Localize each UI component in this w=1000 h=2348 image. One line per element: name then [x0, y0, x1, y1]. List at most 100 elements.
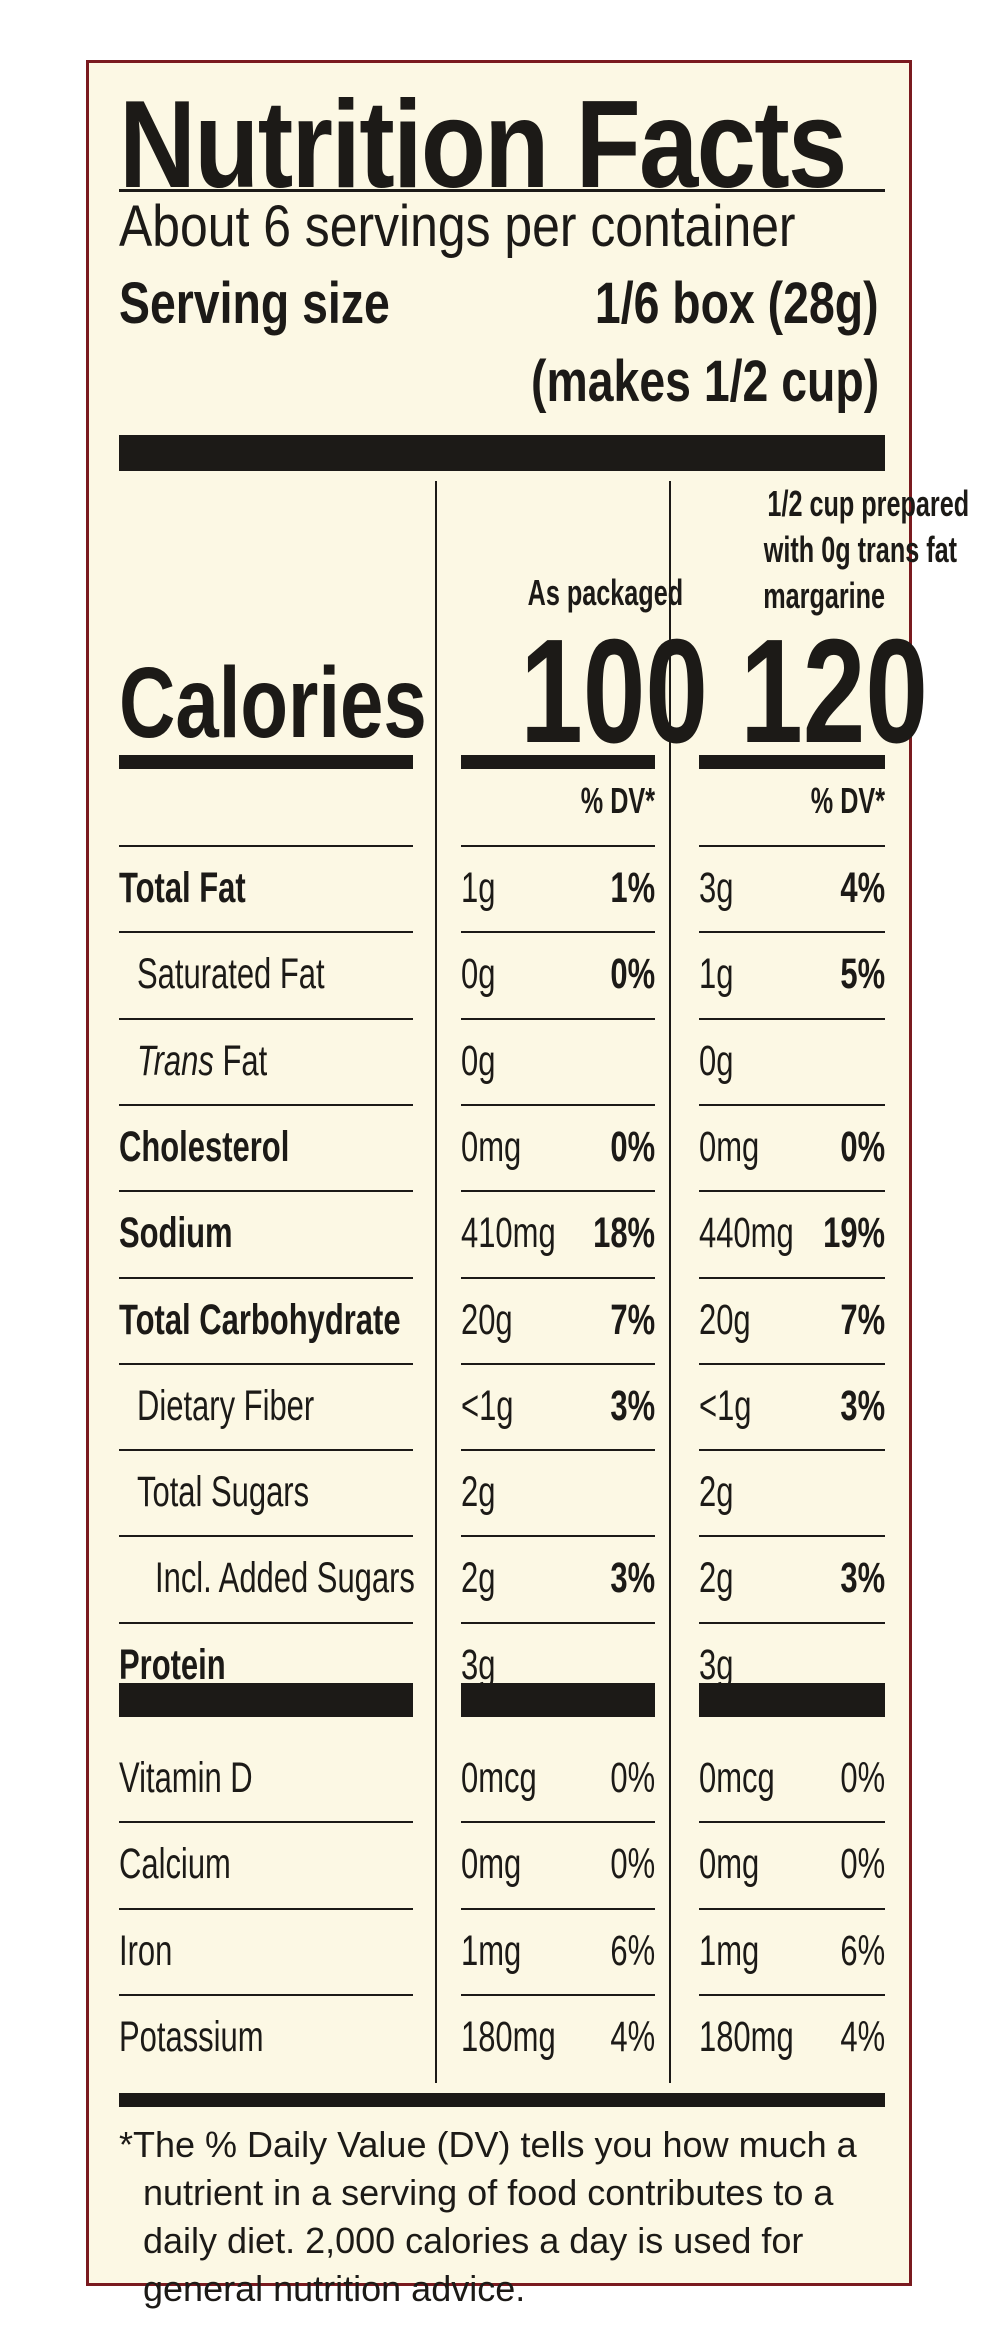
col1-dv: 6% [610, 1927, 655, 1975]
row-rule-col2 [699, 1535, 885, 1537]
calories-rule-col1 [461, 755, 655, 769]
nutrient-name-text: Protein [119, 1641, 226, 1689]
col1-dv [461, 1644, 655, 1687]
col1-dv [461, 1471, 655, 1514]
col2-amount: 0mg [699, 1123, 760, 1171]
col1-amount: 2g [461, 1554, 496, 1602]
col1-dv: 0% [610, 1840, 655, 1888]
footnote: *The % Daily Value (DV) tells you how mu… [119, 2121, 885, 2313]
nutrient-name-text: Iron [119, 1927, 173, 1975]
row-rule-name [119, 845, 413, 847]
col2-amount: 0g [699, 1037, 734, 1085]
thick-rule-bottom [119, 2093, 885, 2107]
col1-dv: 0% [610, 950, 655, 998]
nutrient-name: Calcium [119, 1843, 274, 1886]
col2-amount: <1g [699, 1382, 752, 1430]
nutrient-name: Total Carbohydrate [119, 1299, 510, 1342]
nutrient-name: Potassium [119, 2016, 320, 2059]
col2-dv [699, 1040, 885, 1083]
servings-per-container: About 6 servings per container [119, 194, 796, 259]
nutrient-name: Vitamin D [119, 1757, 305, 1800]
nutrient-name-text: Dietary Fiber [137, 1382, 315, 1430]
col1-amount: 1mg [461, 1927, 522, 1975]
nutrient-name: Trans Fat [137, 1040, 318, 1083]
col2-dv: 7% [840, 1296, 885, 1344]
nutrient-name-text: Fat [213, 1037, 268, 1085]
col2-dv: 6% [840, 1927, 885, 1975]
col2-dv-header: % DV* [810, 780, 885, 821]
row-rule-col2 [699, 1449, 885, 1451]
row-rule-col2 [699, 1277, 885, 1279]
row-rule-col1 [461, 1622, 655, 1624]
row-rule-col1 [461, 1908, 655, 1910]
nutrient-name-text: Saturated Fat [137, 950, 325, 998]
nutrition-label: Nutrition Facts About 6 servings per con… [86, 60, 969, 2309]
col1-amount: 0g [461, 1037, 496, 1085]
col2-amount: 180mg [699, 2013, 794, 2061]
row-rule-col1 [461, 1821, 655, 1823]
col1-amount: 0mg [461, 1123, 522, 1171]
nutrient-name-prefix: Trans [137, 1037, 214, 1085]
col2-dv [699, 1644, 885, 1687]
row-rule-name [119, 931, 413, 933]
serving-size-label: Serving size [119, 271, 390, 336]
row-rule-col2 [699, 1190, 885, 1192]
thick-rule-top [119, 435, 885, 471]
col2-amount: 1mg [699, 1927, 760, 1975]
nutrient-name-text: Total Fat [119, 864, 246, 912]
col2-dv: 3% [840, 1382, 885, 1430]
col2-dv: 0% [840, 1840, 885, 1888]
calories-label: Calories [119, 647, 427, 759]
col1-amount: <1g [461, 1382, 514, 1430]
calories-rule-col2 [699, 755, 885, 769]
col2-amount: 440mg [699, 1209, 794, 1257]
vitamin-rule-name [119, 1683, 413, 1717]
nutrient-name: Total Fat [119, 867, 295, 910]
nutrient-name-text: Potassium [119, 2013, 264, 2061]
nutrient-name: Saturated Fat [137, 953, 398, 996]
col2-amount: 2g [699, 1468, 734, 1516]
col1-dv: 0% [610, 1123, 655, 1171]
row-rule-col2 [699, 1363, 885, 1365]
row-rule-col1 [461, 931, 655, 933]
title-rule [119, 189, 885, 192]
col2-dv: 5% [840, 950, 885, 998]
row-rule-col1 [461, 845, 655, 847]
nutrient-name-text: Incl. Added Sugars [155, 1554, 415, 1602]
row-rule-col1 [461, 1018, 655, 1020]
col1-dv: 0% [610, 1754, 655, 1802]
footnote-line-3: daily diet. 2,000 calories a day is used… [143, 2220, 804, 2261]
nutrient-name-text: Vitamin D [119, 1754, 253, 1802]
col2-dv: 4% [840, 2013, 885, 2061]
row-rule-col1 [461, 1363, 655, 1365]
col2-amount: 3g [699, 864, 734, 912]
col1-dv [461, 1040, 655, 1083]
col1-dv: 3% [610, 1382, 655, 1430]
col2-calories: 120 [740, 609, 928, 774]
nutrient-name: Cholesterol [119, 1126, 356, 1169]
col2-dv: 0% [840, 1754, 885, 1802]
col1-dv: 1% [610, 864, 655, 912]
col2-amount: 2g [699, 1554, 734, 1602]
col1-amount: 1g [461, 864, 496, 912]
nutrient-name: Protein [119, 1644, 267, 1687]
col2-amount: 1g [699, 950, 734, 998]
row-rule-name [119, 1190, 413, 1192]
col1-dv: 4% [610, 2013, 655, 2061]
row-rule-name [119, 1535, 413, 1537]
serving-size-value: 1/6 box (28g) [595, 271, 879, 336]
nutrient-name: Incl. Added Sugars [155, 1557, 516, 1600]
col2-dv: 3% [840, 1554, 885, 1602]
row-rule-name [119, 1277, 413, 1279]
row-rule-name [119, 1363, 413, 1365]
col1-amount: 180mg [461, 2013, 556, 2061]
col2-amount: 3g [699, 1641, 734, 1689]
serving-size-note: (makes 1/2 cup) [530, 349, 879, 414]
calories-rule-name [119, 755, 413, 769]
row-rule-col2 [699, 1104, 885, 1106]
col1-amount: 0g [461, 950, 496, 998]
row-rule-name [119, 1821, 413, 1823]
column-divider-2 [669, 481, 671, 2083]
row-rule-col1 [461, 1190, 655, 1192]
vitamin-rule-col2 [699, 1683, 885, 1717]
